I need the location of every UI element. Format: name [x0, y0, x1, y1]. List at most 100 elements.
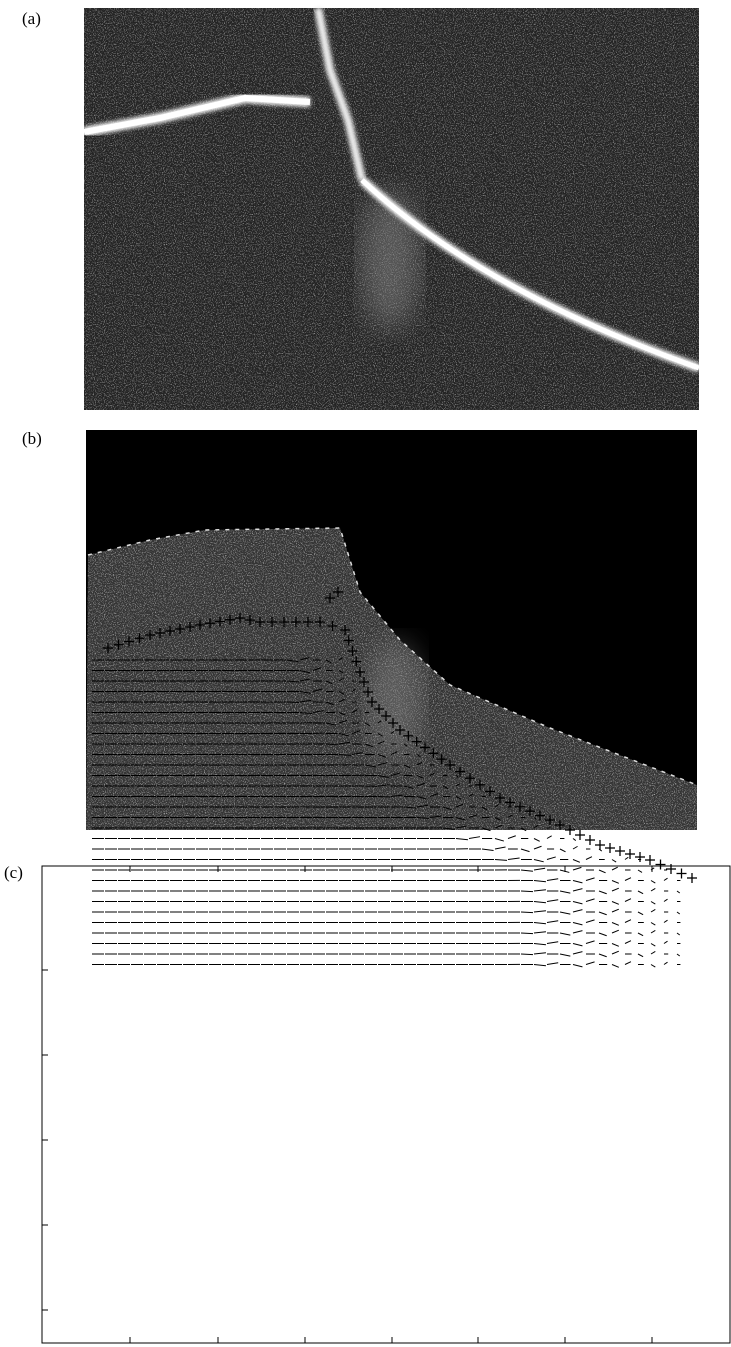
velocity-vector	[676, 911, 681, 915]
velocity-vector	[637, 932, 644, 937]
velocity-vector	[611, 901, 620, 905]
velocity-vector	[494, 846, 506, 850]
panel-label: (c)	[4, 863, 23, 882]
velocity-vector	[429, 772, 436, 776]
velocity-vector	[572, 930, 583, 934]
velocity-vector	[351, 752, 363, 755]
velocity-vector	[559, 848, 566, 853]
velocity-vector	[624, 898, 632, 902]
velocity-vector	[650, 930, 656, 934]
velocity-vector	[416, 782, 426, 787]
velocity-vector	[325, 680, 333, 685]
velocity-vector	[585, 898, 595, 902]
velocity-vector	[546, 920, 559, 923]
velocity-vector	[585, 961, 595, 965]
velocity-vector	[325, 743, 339, 746]
velocity-vector	[533, 825, 539, 829]
velocity-vector	[507, 835, 516, 839]
velocity-vector	[663, 919, 668, 923]
velocity-vector	[533, 952, 546, 955]
velocity-vector	[598, 890, 607, 895]
velocity-vector	[338, 754, 352, 756]
velocity-vector	[442, 806, 452, 811]
velocity-vector	[572, 838, 577, 841]
velocity-vector	[325, 701, 334, 706]
velocity-vector	[403, 806, 416, 809]
velocity-vector	[429, 793, 439, 797]
velocity-vector	[455, 775, 459, 778]
panel-label: (b)	[22, 429, 42, 448]
velocity-vector	[507, 814, 513, 818]
velocity-vector	[299, 657, 310, 661]
velocity-vector	[520, 953, 534, 956]
velocity-vector	[390, 772, 401, 776]
velocity-vector	[494, 817, 501, 821]
velocity-vector	[598, 932, 607, 937]
velocity-vector	[507, 857, 520, 860]
velocity-vector	[611, 859, 617, 863]
velocity-vector	[572, 943, 583, 947]
velocity-vector	[338, 712, 347, 716]
velocity-vector	[572, 964, 583, 968]
velocity-vector	[312, 688, 323, 692]
velocity-vector	[377, 775, 389, 778]
velocity-vector	[299, 678, 311, 682]
velocity-vector	[468, 814, 478, 818]
velocity-vector	[650, 922, 656, 926]
velocity-vector	[325, 722, 337, 726]
velocity-vector	[351, 688, 356, 692]
velocity-vector	[364, 722, 371, 727]
velocity-vector	[637, 869, 643, 873]
velocity-vector	[299, 670, 310, 674]
velocity-vector	[546, 899, 559, 902]
velocity-vector	[377, 733, 383, 737]
velocity-vector	[676, 890, 681, 894]
velocity-vector	[624, 940, 632, 944]
velocity-vector	[520, 848, 530, 853]
velocity-vector	[416, 804, 429, 808]
velocity-vector	[377, 796, 391, 798]
velocity-vector	[650, 880, 656, 884]
velocity-vector	[611, 866, 618, 871]
velocity-vector	[468, 836, 481, 839]
velocity-vector	[650, 901, 656, 905]
velocity-vector	[611, 922, 620, 926]
velocity-vector	[299, 691, 311, 694]
velocity-vector	[481, 806, 488, 811]
velocity-vector	[338, 733, 349, 737]
velocity-vector	[494, 824, 503, 829]
velocity-vector	[546, 878, 559, 881]
velocity-vector	[585, 856, 593, 860]
velocity-vector	[624, 856, 629, 860]
velocity-vector	[338, 698, 345, 703]
velocity-vector	[442, 785, 449, 790]
velocity-vector	[533, 922, 546, 925]
velocity-vector	[364, 743, 373, 748]
velocity-vector	[377, 754, 386, 758]
velocity-vector	[455, 825, 467, 829]
velocity-vector	[364, 764, 376, 768]
velocity-vector	[416, 775, 424, 779]
velocity-vector	[494, 838, 504, 842]
velocity-vector	[442, 827, 455, 830]
velocity-vector	[481, 827, 491, 832]
velocity-vector	[611, 964, 620, 968]
velocity-vector	[481, 848, 494, 852]
velocity-vector	[390, 751, 398, 755]
vector-plot	[41, 587, 731, 1344]
velocity-vector	[533, 859, 544, 863]
velocity-vector	[611, 887, 620, 892]
velocity-vector	[286, 680, 299, 683]
velocity-vector	[559, 890, 571, 894]
velocity-vector	[377, 740, 385, 745]
velocity-vector	[455, 796, 462, 800]
velocity-vector	[338, 677, 344, 682]
velocity-vector	[312, 667, 322, 671]
velocity-vector	[403, 743, 408, 747]
velocity-vector	[572, 880, 583, 884]
panel-label: (a)	[22, 9, 41, 28]
photo-a	[83, 7, 701, 410]
velocity-vector	[611, 943, 620, 947]
velocity-vector	[533, 817, 537, 820]
velocity-vector	[455, 803, 464, 808]
